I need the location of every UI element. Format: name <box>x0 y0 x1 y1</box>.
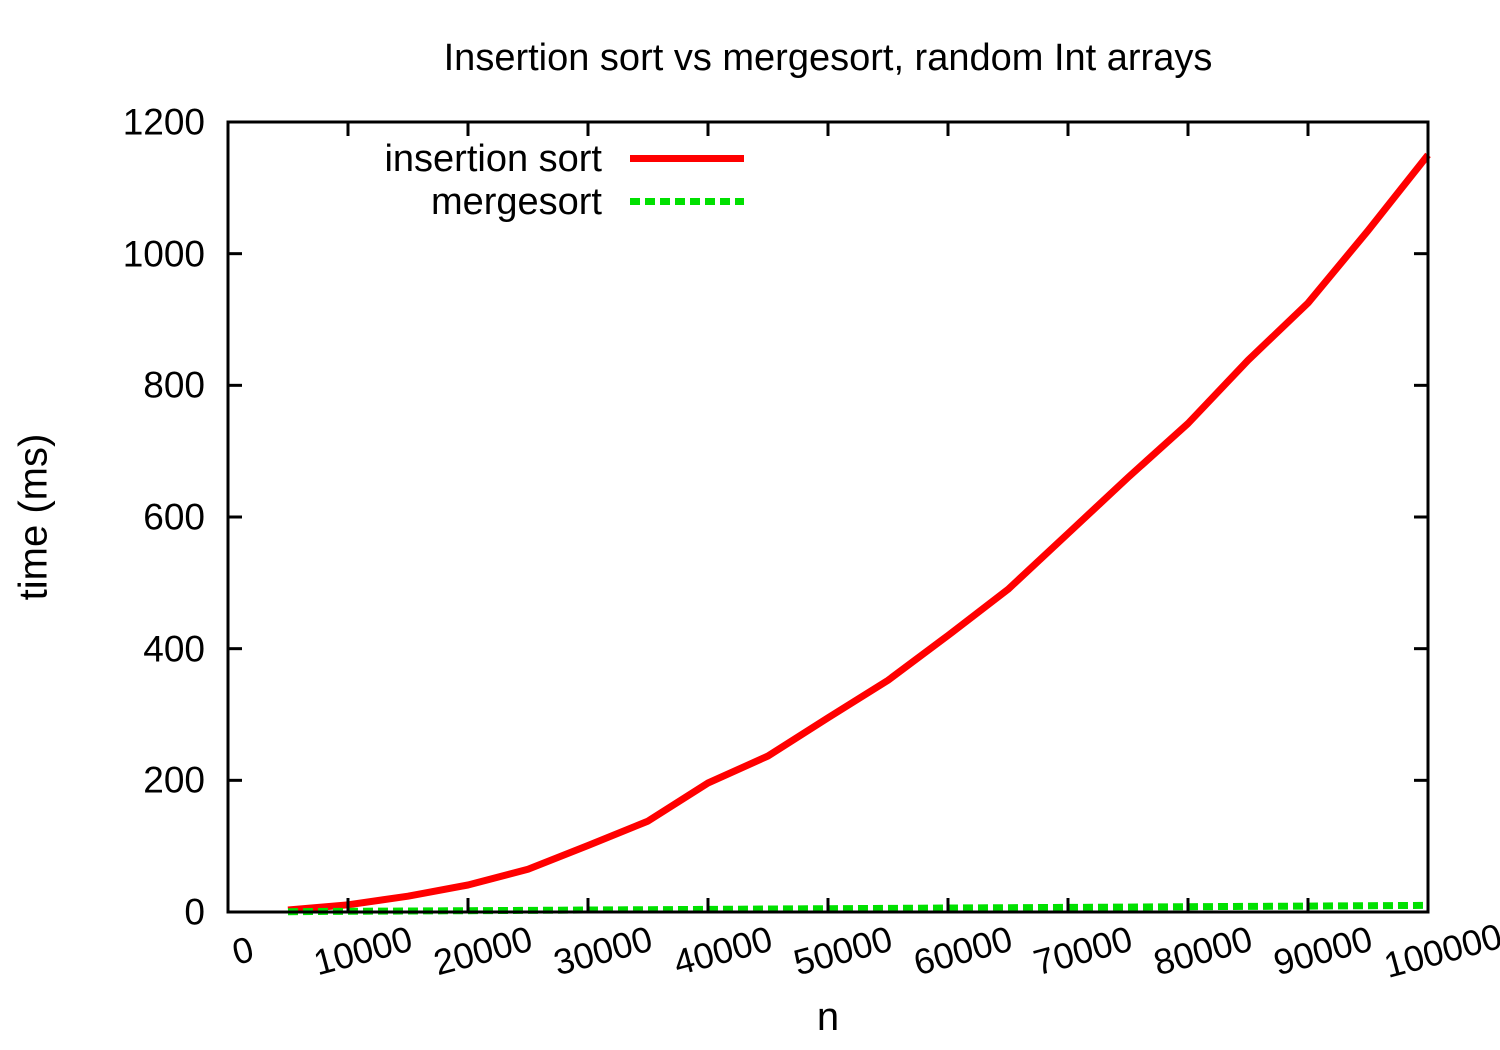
chart-title: Insertion sort vs mergesort, random Int … <box>443 37 1213 79</box>
y-tick-label: 400 <box>143 628 205 670</box>
mergesort-line <box>287 901 1429 916</box>
y-tick-label: 1000 <box>122 233 205 275</box>
insertion-sort-line <box>287 152 1431 914</box>
x-axis-title: n <box>816 995 840 1039</box>
legend-line-sample-insertion-sort <box>630 155 744 162</box>
legend-label-insertion-sort: insertion sort <box>384 138 602 180</box>
legend-line-sample-mergesort <box>630 198 744 205</box>
y-tick-label: 800 <box>143 364 205 406</box>
y-tick-label: 600 <box>143 496 205 538</box>
legend-label-mergesort: mergesort <box>430 181 602 223</box>
y-tick-label: 1200 <box>122 101 205 143</box>
y-tick-label: 200 <box>143 759 205 801</box>
y-tick-label: 0 <box>184 891 205 933</box>
plot-frame <box>226 120 1430 914</box>
